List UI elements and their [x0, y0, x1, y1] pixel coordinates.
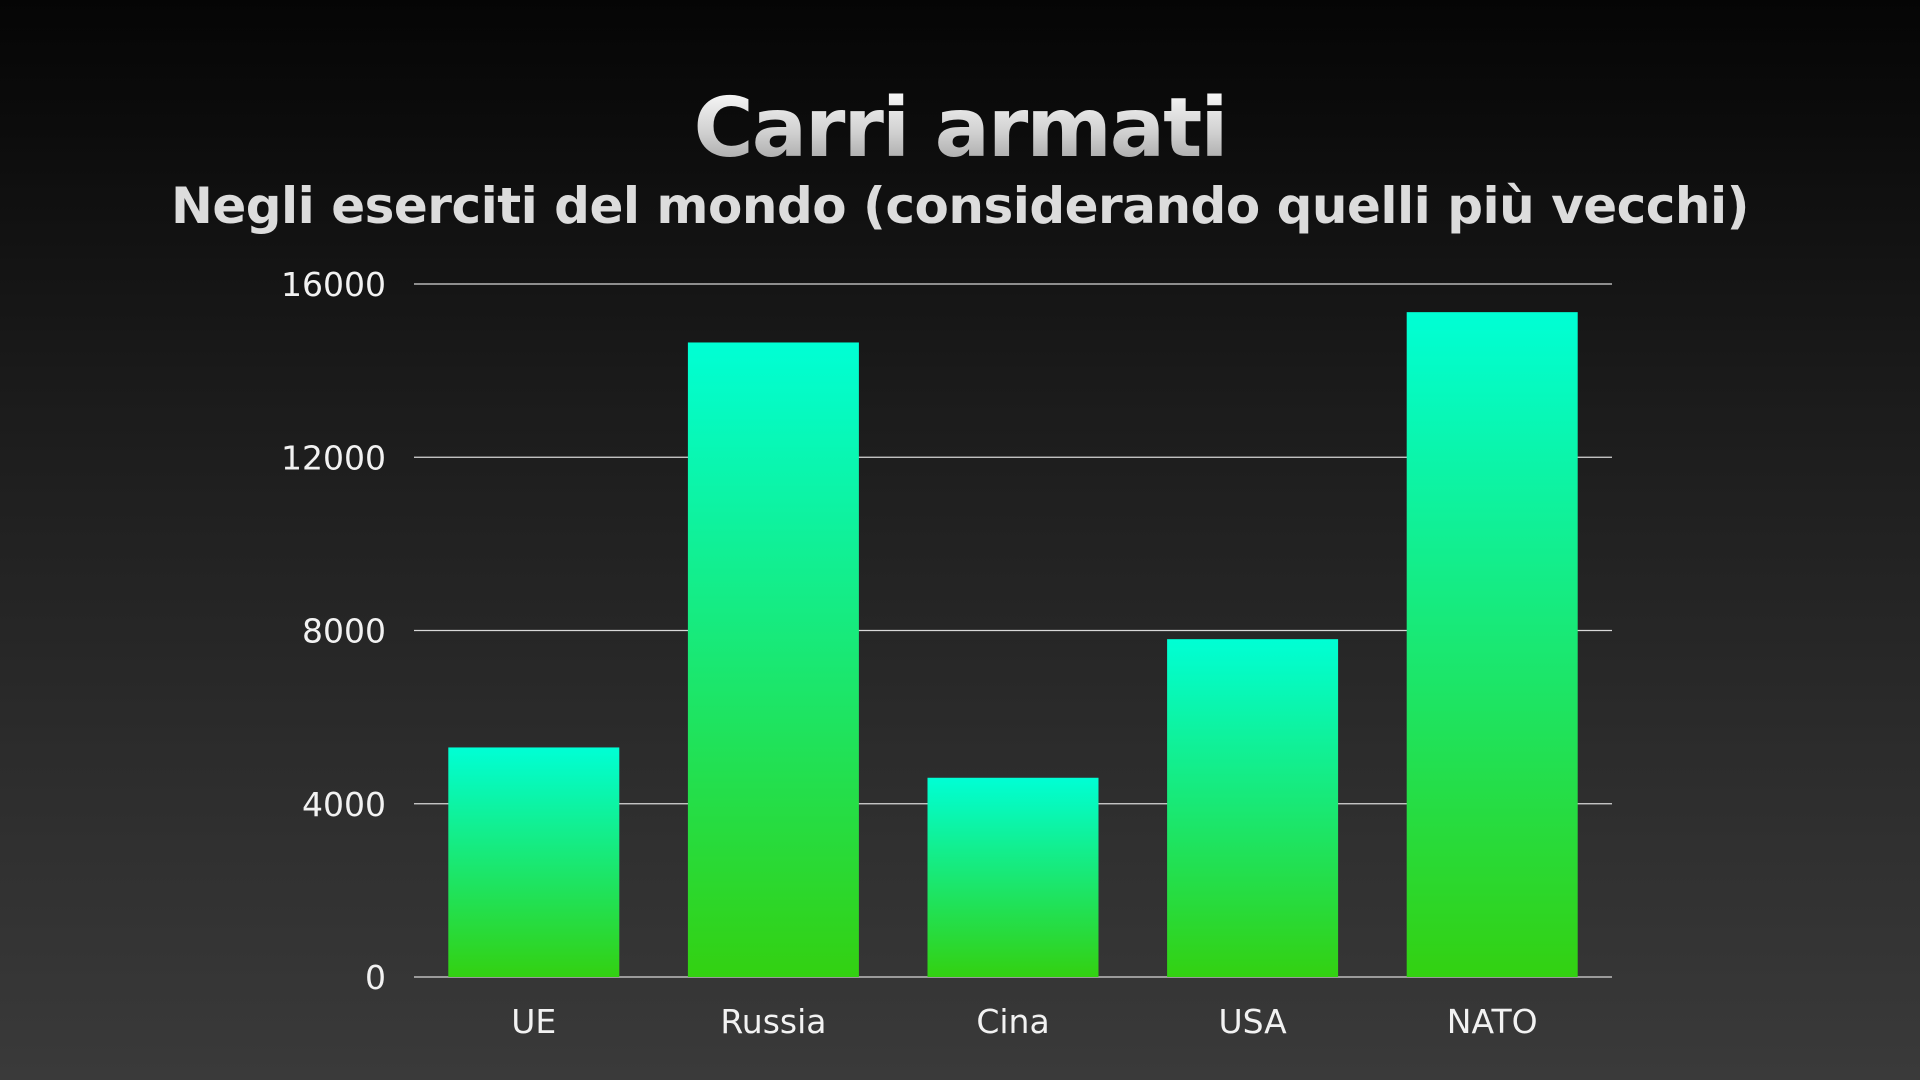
x-tick-label: UE — [511, 1002, 556, 1041]
bars — [448, 312, 1578, 977]
x-tick-label: USA — [1218, 1002, 1287, 1041]
y-tick-label: 12000 — [281, 438, 386, 477]
bar-russia — [687, 342, 859, 977]
x-tick-label: Russia — [720, 1002, 826, 1041]
bar-cina — [927, 777, 1099, 977]
y-tick-label: 16000 — [281, 265, 386, 304]
x-axis-labels: UE Russia Cina USA NATO — [511, 1002, 1537, 1041]
y-axis-ticks: 0 4000 8000 12000 16000 — [281, 265, 386, 997]
x-tick-label: NATO — [1447, 1002, 1538, 1041]
chart-subtitle: Negli eserciti del mondo (considerando q… — [170, 177, 1750, 235]
bar-usa — [1167, 639, 1339, 977]
bar-ue — [448, 747, 620, 977]
bar-nato — [1406, 312, 1578, 977]
y-tick-label: 8000 — [302, 612, 386, 651]
chart-title: Carri armati — [0, 83, 1920, 174]
x-tick-label: Cina — [976, 1002, 1049, 1041]
y-tick-label: 4000 — [302, 785, 386, 824]
y-tick-label: 0 — [365, 958, 386, 997]
